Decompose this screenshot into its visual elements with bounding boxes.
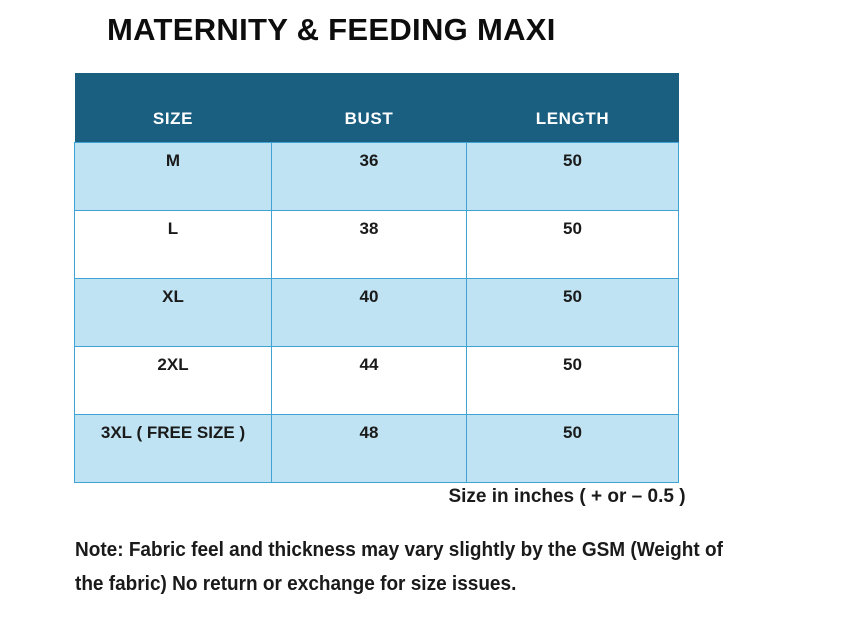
table-row-3xl: 3XL ( FREE SIZE ) 48 50: [74, 413, 679, 483]
column-header-length: LENGTH: [466, 73, 679, 142]
size-cell: 3XL ( FREE SIZE ): [74, 413, 272, 483]
length-cell: 50: [466, 413, 679, 483]
footnote-line-1: Note: Fabric feel and thickness may vary…: [75, 539, 723, 561]
length-cell: 50: [466, 141, 679, 211]
column-header-size: SIZE: [74, 73, 272, 142]
bust-cell: 40: [271, 277, 467, 347]
fabric-footnote: Note: Fabric feel and thickness may vary…: [75, 533, 723, 601]
footnote-line-2: the fabric) No return or exchange for si…: [75, 573, 517, 595]
length-cell: 50: [466, 277, 679, 347]
size-cell: L: [74, 209, 272, 279]
table-header-row: SIZE BUST LENGTH: [74, 73, 679, 142]
unit-tolerance-note: Size in inches ( + or – 0.5 ): [448, 486, 686, 507]
size-cell: XL: [74, 277, 272, 347]
length-cell: 50: [466, 345, 679, 415]
bust-cell: 48: [271, 413, 467, 483]
size-cell: 2XL: [74, 345, 272, 415]
size-cell: M: [74, 141, 272, 211]
bust-cell: 38: [271, 209, 467, 279]
table-row-2xl: 2XL 44 50: [74, 345, 679, 415]
size-chart-table: SIZE BUST LENGTH M 36 50 L 38 50 XL 40 5…: [74, 73, 679, 483]
length-cell: 50: [466, 209, 679, 279]
column-header-bust: BUST: [271, 73, 467, 142]
bust-cell: 36: [271, 141, 467, 211]
table-row-m: M 36 50: [74, 141, 679, 211]
bust-cell: 44: [271, 345, 467, 415]
table-row-xl: XL 40 50: [74, 277, 679, 347]
page-title: MATERNITY & FEEDING MAXI: [107, 12, 556, 47]
table-row-l: L 38 50: [74, 209, 679, 279]
